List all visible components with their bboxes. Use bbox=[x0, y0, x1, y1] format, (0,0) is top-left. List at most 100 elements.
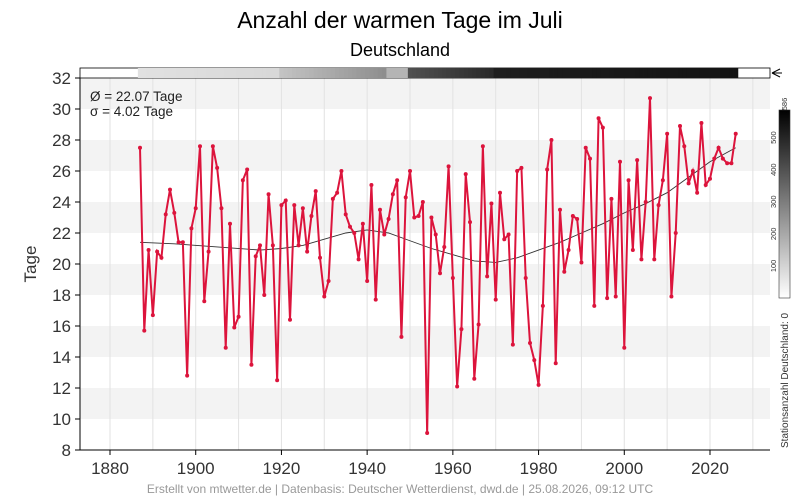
station-cell bbox=[669, 68, 674, 78]
data-point bbox=[605, 296, 610, 301]
data-point bbox=[180, 240, 185, 245]
data-point bbox=[686, 181, 691, 186]
y-tick-label: 32 bbox=[52, 69, 71, 88]
x-tick-label: 1960 bbox=[434, 459, 472, 478]
station-cell bbox=[720, 68, 726, 78]
colorbar-label: Stationsanzahl Deutschland: 0 bbox=[780, 312, 791, 448]
data-point bbox=[502, 237, 507, 242]
station-cell bbox=[236, 68, 242, 78]
station-cell bbox=[707, 68, 713, 78]
data-point bbox=[399, 334, 404, 339]
data-point bbox=[253, 254, 258, 259]
station-cell bbox=[699, 68, 704, 78]
data-point bbox=[476, 322, 481, 327]
x-tick-labels: 1880 1900 1920 1940 1960 1980 2000 2020 bbox=[91, 450, 729, 478]
station-cell bbox=[335, 68, 340, 78]
data-point bbox=[553, 361, 558, 366]
station-cell bbox=[725, 68, 730, 78]
station-cell bbox=[703, 68, 709, 78]
data-point bbox=[596, 116, 601, 121]
band bbox=[80, 78, 770, 109]
series-lines bbox=[139, 98, 737, 433]
station-cell bbox=[536, 68, 542, 78]
data-point bbox=[583, 145, 588, 150]
band bbox=[80, 388, 770, 419]
data-point bbox=[626, 178, 631, 183]
strip-arrow bbox=[771, 72, 781, 78]
y-tick-label: 12 bbox=[52, 379, 71, 398]
data-point bbox=[356, 257, 361, 262]
data-point bbox=[335, 190, 340, 195]
station-cell bbox=[716, 68, 722, 78]
data-point bbox=[395, 178, 400, 183]
station-cell bbox=[369, 68, 374, 78]
data-point bbox=[690, 169, 695, 173]
data-point bbox=[425, 430, 430, 435]
data-point bbox=[296, 243, 301, 248]
data-point bbox=[442, 244, 447, 249]
data-point bbox=[185, 373, 190, 378]
data-point bbox=[262, 293, 267, 297]
data-point bbox=[489, 201, 494, 206]
warm-days-line bbox=[139, 98, 737, 433]
station-cell bbox=[622, 68, 627, 78]
station-cell bbox=[193, 68, 199, 78]
std-label: σ = 4.02 Tage bbox=[90, 104, 173, 119]
station-cell bbox=[283, 68, 289, 78]
station-cell bbox=[626, 68, 632, 78]
station-cell bbox=[643, 68, 649, 78]
footer: Erstellt von mtwetter.de | Datenbasis: D… bbox=[147, 482, 654, 496]
data-point bbox=[468, 220, 472, 225]
station-cell bbox=[532, 68, 537, 78]
station-cell bbox=[515, 68, 520, 78]
colorbar-tick-label: 200 bbox=[769, 228, 778, 241]
station-cell bbox=[240, 68, 246, 78]
data-point bbox=[382, 232, 387, 237]
colorbar-tick-label: 500 bbox=[769, 131, 778, 144]
data-point bbox=[545, 167, 550, 172]
data-point bbox=[202, 299, 207, 304]
chart-subtitle: Deutschland bbox=[350, 40, 450, 60]
data-point bbox=[159, 255, 164, 260]
station-cell bbox=[300, 68, 306, 78]
station-cell bbox=[373, 68, 379, 78]
data-point bbox=[270, 243, 275, 248]
data-point bbox=[245, 167, 250, 172]
station-cell bbox=[403, 68, 409, 78]
station-cell bbox=[733, 68, 739, 78]
x-tick-label: 2000 bbox=[605, 459, 643, 478]
data-point bbox=[716, 145, 721, 150]
station-cell bbox=[249, 68, 254, 78]
station-cell bbox=[257, 68, 263, 78]
station-cell bbox=[185, 68, 190, 78]
station-cell bbox=[279, 68, 284, 78]
data-point bbox=[562, 269, 567, 274]
data-point bbox=[455, 384, 460, 389]
data-point bbox=[236, 314, 241, 319]
colorbar-max-label: 586 bbox=[780, 98, 789, 111]
station-colorbar: 100 200 300 400 500 bbox=[769, 109, 791, 299]
band bbox=[80, 140, 770, 171]
station-cell bbox=[665, 68, 670, 78]
data-point bbox=[305, 249, 310, 254]
station-cell bbox=[210, 68, 216, 78]
data-point bbox=[193, 206, 198, 211]
data-point bbox=[639, 257, 644, 262]
station-cell bbox=[695, 68, 700, 78]
data-point bbox=[712, 156, 717, 161]
data-point bbox=[630, 248, 635, 253]
station-cell bbox=[352, 68, 357, 78]
data-point bbox=[729, 161, 734, 166]
data-point bbox=[558, 207, 562, 212]
data-point bbox=[386, 217, 391, 222]
station-cell bbox=[322, 68, 327, 78]
data-point bbox=[733, 131, 738, 136]
data-point bbox=[240, 178, 245, 183]
station-cell bbox=[425, 68, 430, 78]
station-cell bbox=[377, 68, 383, 78]
mean-label: Ø = 22.07 Tage bbox=[90, 89, 182, 104]
station-cell bbox=[386, 68, 392, 78]
data-point bbox=[249, 362, 254, 367]
data-point bbox=[438, 271, 442, 276]
data-point bbox=[283, 198, 288, 203]
